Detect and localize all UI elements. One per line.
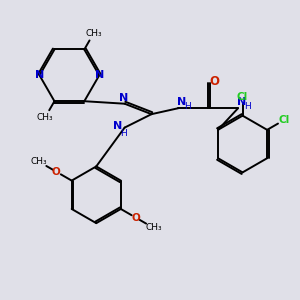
Text: H: H <box>120 129 127 138</box>
Text: O: O <box>132 213 141 223</box>
Text: H: H <box>244 102 251 111</box>
Text: N: N <box>177 97 187 107</box>
Text: CH₃: CH₃ <box>37 113 53 122</box>
Text: N: N <box>119 93 129 103</box>
Text: O: O <box>209 75 219 88</box>
Text: N: N <box>112 121 122 131</box>
Text: H: H <box>184 102 191 111</box>
Text: CH₃: CH₃ <box>145 223 162 232</box>
Text: N: N <box>237 97 246 107</box>
Text: Cl: Cl <box>237 92 248 101</box>
Text: CH₃: CH₃ <box>31 157 47 166</box>
Text: N: N <box>35 70 44 80</box>
Text: O: O <box>52 167 61 177</box>
Text: Cl: Cl <box>278 115 289 125</box>
Text: CH₃: CH₃ <box>85 29 102 38</box>
Text: N: N <box>94 70 104 80</box>
